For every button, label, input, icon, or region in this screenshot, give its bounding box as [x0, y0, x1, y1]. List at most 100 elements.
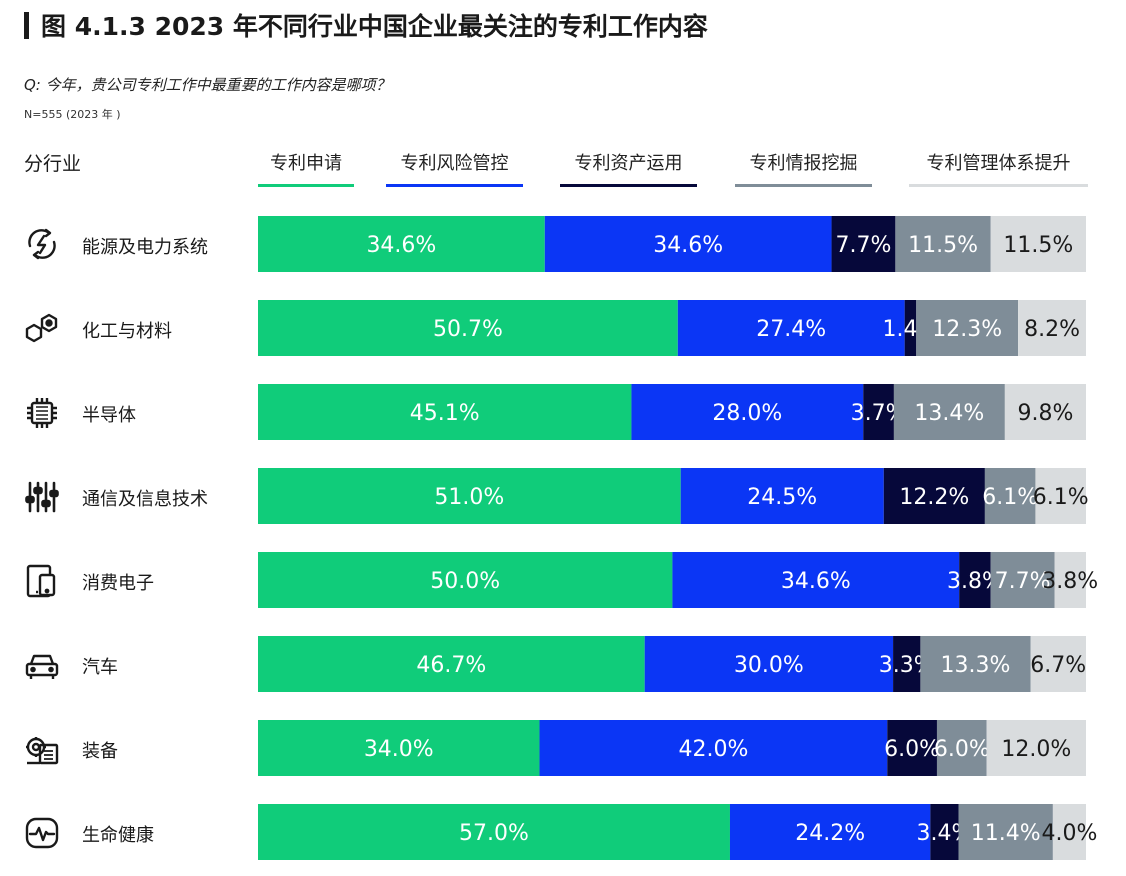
- bar-segment-application: [258, 552, 673, 608]
- data-label: 3.8%: [1042, 569, 1098, 594]
- bar-segment-management-system: [1030, 636, 1086, 692]
- data-label: 11.5%: [908, 233, 978, 258]
- legend-label: 专利情报挖掘: [749, 153, 858, 174]
- industry-label: 半导体: [82, 405, 136, 426]
- bar-segment-intelligence-mining: [895, 216, 991, 272]
- data-label: 9.8%: [1017, 401, 1073, 426]
- bar-segment-application: [258, 384, 632, 440]
- data-label: 24.5%: [747, 485, 817, 510]
- bar-segment-asset-utilization: [904, 300, 917, 356]
- bar-segment-intelligence-mining: [936, 720, 987, 776]
- bar-segment-risk-control: [631, 384, 864, 440]
- data-label: 51.0%: [434, 485, 504, 510]
- data-label: 12.0%: [1001, 737, 1071, 762]
- data-label: 6.0%: [884, 737, 940, 762]
- bar-segment-risk-control: [644, 636, 894, 692]
- bar-segment-application: [258, 216, 545, 272]
- data-label: 8.2%: [1024, 317, 1080, 342]
- data-label: 12.3%: [932, 317, 1002, 342]
- health-icon: [22, 813, 62, 853]
- data-label: 34.6%: [653, 233, 723, 258]
- chip-icon: [22, 393, 62, 433]
- consumer-electronics-icon: [22, 561, 62, 601]
- data-label: 11.4%: [971, 821, 1041, 846]
- bar-segment-management-system: [986, 720, 1086, 776]
- data-label: 42.0%: [678, 737, 748, 762]
- legend-item-management-system: 专利管理体系提升: [909, 149, 1088, 187]
- industry-label: 消费电子: [82, 573, 154, 594]
- bar-segment-application: [258, 804, 730, 860]
- energy-icon: [22, 224, 62, 264]
- data-label: 7.7%: [995, 569, 1051, 594]
- chart-title-block: 图 4.1.3 2023 年不同行业中国企业最关注的专利工作内容: [24, 10, 708, 41]
- legend-swatch: [909, 184, 1088, 187]
- legend-item-intelligence-mining: 专利情报挖掘: [735, 149, 872, 187]
- data-label: 28.0%: [712, 401, 782, 426]
- chart-title: 图 4.1.3 2023 年不同行业中国企业最关注的专利工作内容: [41, 12, 708, 41]
- bar-segment-risk-control: [680, 468, 884, 524]
- survey-question: Q: 今年，贵公司专利工作中最重要的工作内容是哪项？: [24, 76, 391, 94]
- bar-segment-intelligence-mining: [958, 804, 1053, 860]
- bar-segment-risk-control: [672, 552, 960, 608]
- data-label: 34.6%: [366, 233, 436, 258]
- bar-segment-application: [258, 720, 540, 776]
- bar-segment-risk-control: [677, 300, 905, 356]
- legend-swatch: [560, 184, 697, 187]
- data-label: 45.1%: [410, 401, 480, 426]
- legend-label: 专利管理体系提升: [926, 153, 1071, 174]
- data-label: 27.4%: [756, 317, 826, 342]
- bar-segment-management-system: [990, 216, 1086, 272]
- industry-label: 汽车: [82, 657, 118, 678]
- bar-segment-risk-control: [729, 804, 931, 860]
- bar-segment-risk-control: [544, 216, 832, 272]
- bar-segment-risk-control: [539, 720, 888, 776]
- data-label: 6.0%: [934, 737, 990, 762]
- legend-item-risk-control: 专利风险管控: [386, 149, 523, 187]
- bar-segment-management-system: [1052, 804, 1086, 860]
- industry-label: 生命健康: [82, 825, 154, 846]
- bar-segment-application: [258, 636, 645, 692]
- industry-label: 化工与材料: [82, 321, 172, 342]
- bar-segment-management-system: [1035, 468, 1086, 524]
- sample-size: N=555 (2023 年 ): [24, 108, 121, 121]
- data-label: 12.2%: [899, 485, 969, 510]
- legend-label: 专利资产运用: [574, 153, 683, 174]
- legend-swatch: [386, 184, 523, 187]
- bar-segment-asset-utilization: [831, 216, 896, 272]
- data-label: 6.1%: [1033, 485, 1089, 510]
- data-label: 24.2%: [795, 821, 865, 846]
- data-label: 6.1%: [982, 485, 1038, 510]
- data-label: 6.7%: [1030, 653, 1086, 678]
- data-label: 57.0%: [459, 821, 529, 846]
- bar-segment-management-system: [1018, 300, 1086, 356]
- bar-segment-asset-utilization: [959, 552, 991, 608]
- industry-label: 能源及电力系统: [82, 237, 208, 258]
- legend-label: 专利风险管控: [400, 153, 509, 174]
- bar-segment-application: [258, 300, 678, 356]
- industry-label: 通信及信息技术: [82, 489, 208, 510]
- row-header: 分行业: [24, 153, 82, 175]
- bar-segment-management-system: [1054, 552, 1086, 608]
- legend-item-patent-application: 专利申请: [258, 149, 354, 187]
- data-label: 50.0%: [430, 569, 500, 594]
- data-label: 4.0%: [1041, 821, 1097, 846]
- data-label: 13.3%: [941, 653, 1011, 678]
- legend-swatch: [258, 184, 354, 187]
- bar-segment-asset-utilization: [893, 636, 921, 692]
- data-label: 34.6%: [781, 569, 851, 594]
- bar-segment-intelligence-mining: [984, 468, 1036, 524]
- bar-segment-management-system: [1004, 384, 1086, 440]
- telecom-icon: [22, 477, 62, 517]
- data-label: 11.5%: [1003, 233, 1073, 258]
- title-accent-bar: [24, 11, 29, 39]
- legend-label: 专利申请: [270, 153, 342, 174]
- bar-segment-application: [258, 468, 681, 524]
- bar-segment-intelligence-mining: [893, 384, 1005, 440]
- data-label: 50.7%: [433, 317, 503, 342]
- data-label: 46.7%: [416, 653, 486, 678]
- industry-label: 装备: [82, 741, 118, 762]
- equipment-icon: [22, 729, 62, 769]
- data-label: 30.0%: [734, 653, 804, 678]
- data-label: 13.4%: [914, 401, 984, 426]
